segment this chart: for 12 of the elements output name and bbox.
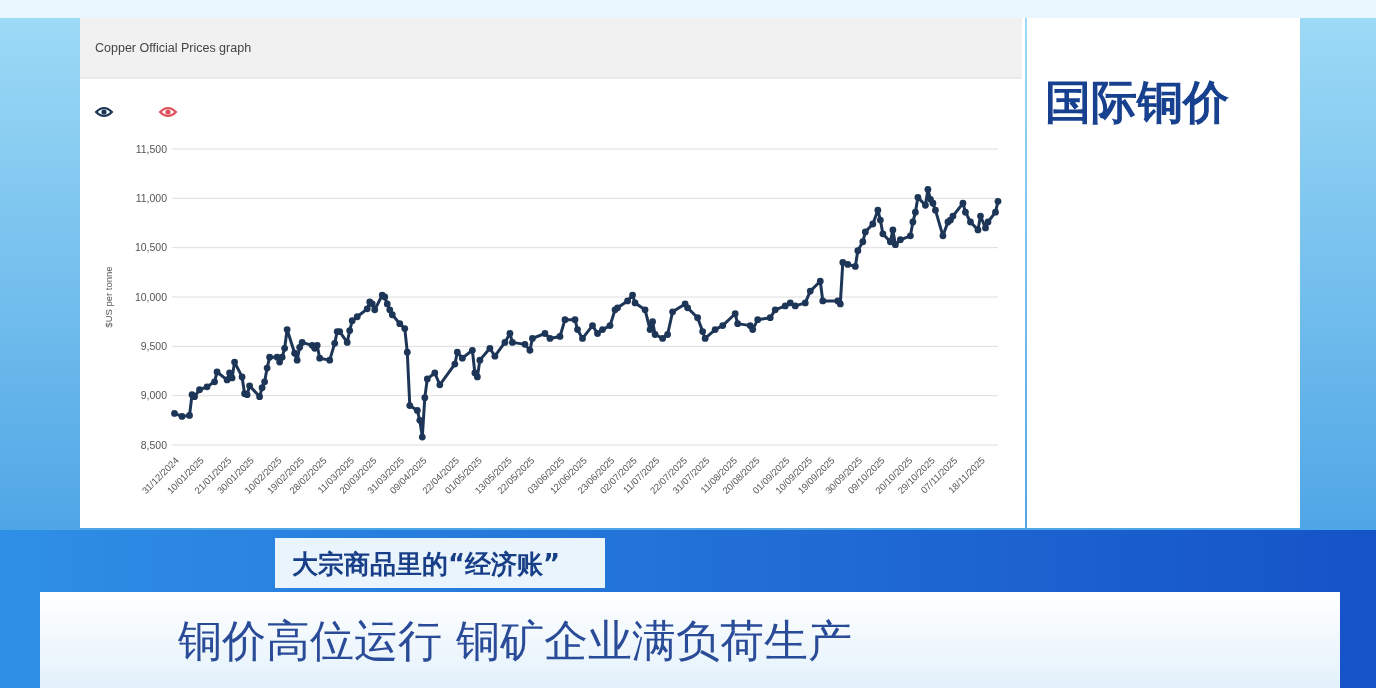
y-tick-label: 11,500: [135, 142, 168, 155]
y-tick-label: 11,000: [135, 192, 168, 205]
chart-title: Copper Official Prices graph: [95, 41, 252, 55]
y-tick-label: 10,500: [134, 241, 168, 254]
y-axis-title: $US per tonne: [103, 266, 114, 328]
text: 大宗商品里的“经济账”: [292, 549, 561, 579]
text: 铜价高位运行 铜矿企业满负荷生产: [177, 615, 852, 666]
y-tick-label: 9,500: [140, 340, 168, 353]
text: 国际铜价: [1045, 75, 1229, 129]
y-tick-label: 10,000: [134, 290, 168, 303]
y-tick-label: 8,500: [140, 438, 168, 451]
y-tick-label: 9,000: [140, 389, 168, 402]
